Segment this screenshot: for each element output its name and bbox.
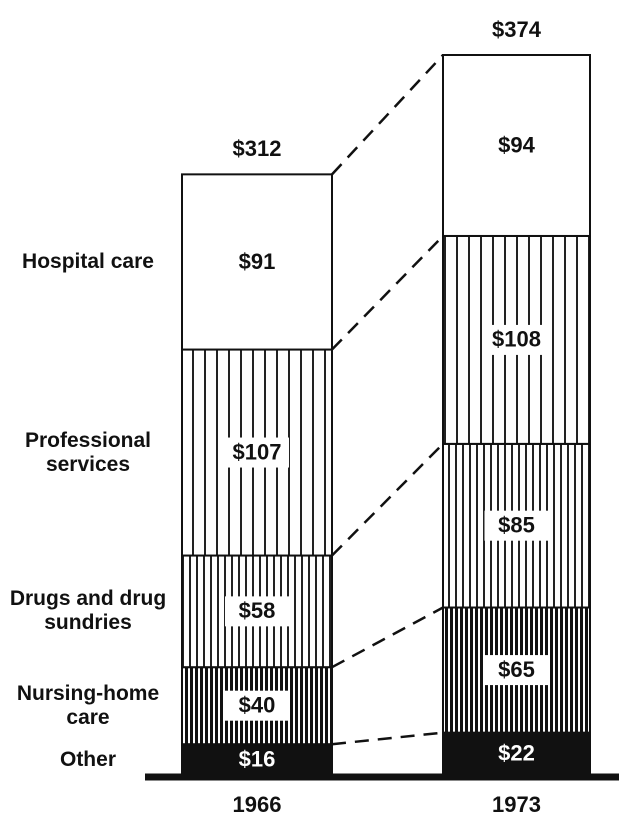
connector: [331, 606, 444, 669]
value-label-bg: [225, 690, 289, 721]
value-label: $16: [239, 746, 276, 771]
series-label: Hospital care: [22, 249, 154, 273]
value-label: $65: [498, 657, 535, 682]
series-label: Nursing-home care: [16, 681, 160, 729]
connector: [331, 54, 444, 176]
value-label: $94: [498, 132, 535, 157]
value-label-bg: [484, 130, 549, 161]
value-label-bg: [484, 324, 549, 355]
value-label-bg: [484, 655, 549, 686]
x-tick-label: 1966: [233, 792, 282, 817]
value-label-bg: [225, 246, 289, 277]
value-label-bg: [225, 437, 289, 468]
value-label: $107: [233, 439, 282, 464]
connector: [331, 731, 444, 746]
series-label: Drugs and drug sundries: [9, 587, 167, 635]
series-label: Other: [59, 747, 116, 771]
total-label: $312: [233, 136, 282, 161]
value-label: $22: [498, 741, 535, 766]
value-label: $85: [498, 513, 535, 538]
connector: [331, 235, 444, 351]
value-label: $40: [239, 693, 276, 718]
value-label: $91: [239, 249, 276, 274]
value-label: $58: [239, 598, 276, 623]
value-label: $108: [492, 327, 541, 352]
bar-segment: [442, 731, 591, 776]
connector: [331, 442, 444, 557]
series-label: Professional services: [24, 428, 152, 476]
value-label-bg: [225, 596, 289, 627]
x-tick-label: 1973: [492, 792, 541, 817]
value-label-bg: [484, 510, 549, 541]
total-label: $374: [492, 17, 542, 42]
